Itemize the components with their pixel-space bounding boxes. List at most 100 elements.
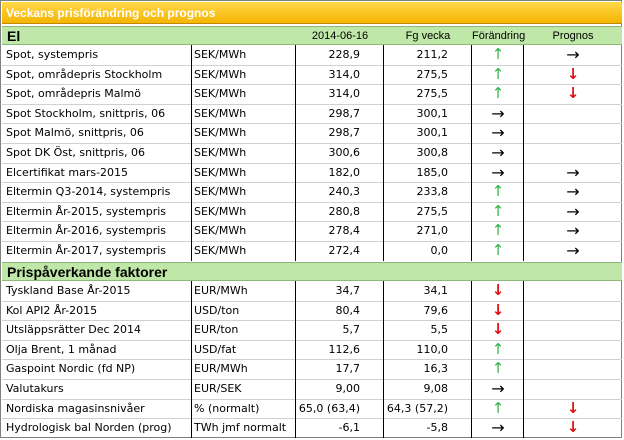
change-down-icon: ↓ [491, 320, 505, 339]
row-divider [2, 379, 622, 380]
forecast-flat-icon: → [566, 221, 580, 241]
section-title-el: El [7, 28, 21, 44]
row-unit: SEK/MWh [194, 185, 247, 199]
column-divider [191, 45, 192, 261]
column-divider [295, 45, 296, 261]
table-row: Eltermin År-2016, systempris SEK/MWh 278,4… [2, 221, 622, 240]
row-divider [2, 221, 622, 223]
forecast-down-icon: ↓ [566, 64, 580, 83]
row-current-value: 5,7 [342, 323, 361, 337]
row-unit: EUR/SEK [194, 382, 242, 395]
change-up-icon: ↑ [491, 84, 505, 103]
row-divider [2, 339, 622, 341]
forecast-empty [524, 340, 622, 359]
row-divider [2, 123, 622, 125]
column-divider [471, 281, 472, 438]
row-unit: SEK/MWh [194, 87, 247, 101]
forecast-down-icon: ↓ [566, 84, 580, 103]
row-unit: TWh jmf normalt [194, 421, 287, 435]
change-up-icon: ↑ [491, 241, 505, 259]
row-label: Hydrologisk bal Norden (prog) [6, 421, 172, 435]
table-title: Veckans prisförändring och prognos [2, 2, 622, 24]
change-up-icon: ↑ [491, 182, 505, 201]
table-row: Olja Brent, 1 månad USD/fat 112,6 110,0 ↑ [2, 340, 622, 359]
change-flat-icon: → [491, 162, 505, 182]
table-row: Hydrologisk bal Norden (prog) TWh jmf nor… [2, 418, 622, 437]
row-current-value: 240,3 [328, 185, 361, 199]
section-title-factors: Prispåverkande faktorer [7, 264, 168, 280]
row-current-value: 65,0 (63,4) [298, 401, 360, 415]
row-unit: SEK/MWh [194, 244, 247, 257]
forecast-empty [524, 379, 622, 398]
row-previous-value: -5,8 [426, 421, 448, 435]
row-divider [2, 84, 622, 86]
row-previous-value: 233,8 [416, 185, 449, 199]
row-current-value: 280,8 [328, 204, 361, 218]
row-unit: SEK/MWh [194, 126, 247, 140]
row-previous-value: 64,3 (57,2) [386, 401, 448, 415]
row-divider [2, 398, 622, 400]
column-divider [523, 45, 524, 261]
change-up-icon: ↑ [491, 201, 505, 220]
row-previous-value: 211,2 [416, 48, 449, 61]
row-label: Gaspoint Nordic (fd NP) [6, 362, 136, 376]
column-divider [471, 45, 472, 261]
change-up-icon: ↑ [491, 359, 505, 378]
forecast-empty [524, 123, 622, 142]
row-current-value: 9,00 [335, 382, 361, 395]
row-previous-value: 275,5 [416, 204, 449, 218]
table-row: Eltermin År-2017, systempris SEK/MWh 272,4… [2, 241, 622, 260]
row-label: Spot DK Öst, snittpris, 06 [6, 146, 146, 159]
header-forecast: Prognos [552, 30, 594, 42]
row-previous-value: 185,0 [416, 165, 449, 179]
row-label: Olja Brent, 1 månad [6, 342, 117, 356]
forecast-empty [524, 281, 622, 300]
table-row: Spot DK Öst, snittpris, 06 SEK/MWh 300,6 30… [2, 143, 622, 162]
row-previous-value: 5,5 [430, 323, 449, 337]
row-label: Kol API2 År-2015 [6, 303, 98, 317]
row-unit: SEK/MWh [194, 204, 247, 218]
row-previous-value: 275,5 [416, 87, 449, 101]
forecast-flat-icon: → [566, 241, 580, 260]
row-unit: EUR/MWh [194, 284, 248, 297]
row-previous-value: 0,0 [430, 244, 449, 257]
row-divider [2, 241, 622, 242]
row-label: Spot, områdepris Stockholm [6, 67, 163, 81]
row-divider [2, 201, 622, 203]
change-down-icon: ↓ [491, 300, 505, 319]
row-label: Spot, områdepris Malmö [6, 87, 141, 101]
change-down-icon: ↓ [491, 281, 505, 299]
row-previous-value: 34,1 [423, 284, 449, 297]
change-up-icon: ↑ [491, 45, 505, 63]
change-up-icon: ↑ [491, 221, 505, 240]
forecast-down-icon: ↓ [566, 398, 580, 417]
table-row: Valutakurs EUR/SEK 9,00 9,08 → [2, 379, 622, 398]
row-current-value: 112,6 [328, 342, 361, 356]
table-row: Kol API2 År-2015 USD/ton 80,4 79,6 ↓ [2, 301, 622, 320]
section-header-el: El 2014-06-16 Fg vecka Förändring Progno… [2, 26, 622, 45]
row-previous-value: 275,5 [416, 67, 449, 81]
row-previous-value: 300,1 [416, 106, 449, 120]
row-current-value: 314,0 [328, 67, 361, 81]
row-label: Tyskland Base År-2015 [6, 284, 131, 297]
table-row: Eltermin År-2015, systempris SEK/MWh 280,8… [2, 202, 622, 221]
row-previous-value: 79,6 [423, 303, 449, 317]
row-divider [2, 162, 622, 164]
row-unit: USD/ton [194, 303, 240, 317]
row-divider [2, 418, 622, 420]
row-previous-value: 300,1 [416, 126, 449, 140]
table-row: Tyskland Base År-2015 EUR/MWh 34,7 34,1 ↓ [2, 281, 622, 300]
row-unit: USD/fat [194, 342, 237, 356]
table-row: Spot, områdepris Malmö SEK/MWh 314,0 275,5 ↑… [2, 84, 622, 103]
row-previous-value: 9,08 [423, 382, 449, 395]
header-date: 2014-06-16 [311, 30, 369, 42]
row-unit: SEK/MWh [194, 67, 247, 81]
forecast-empty [524, 320, 622, 339]
row-current-value: 17,7 [335, 362, 361, 376]
row-label: Eltermin Q3-2014, systempris [6, 185, 171, 199]
row-current-value: 314,0 [328, 87, 361, 101]
forecast-empty [524, 104, 622, 123]
forecast-flat-icon: → [566, 45, 580, 64]
change-flat-icon: → [491, 103, 505, 123]
change-up-icon: ↑ [491, 339, 505, 358]
